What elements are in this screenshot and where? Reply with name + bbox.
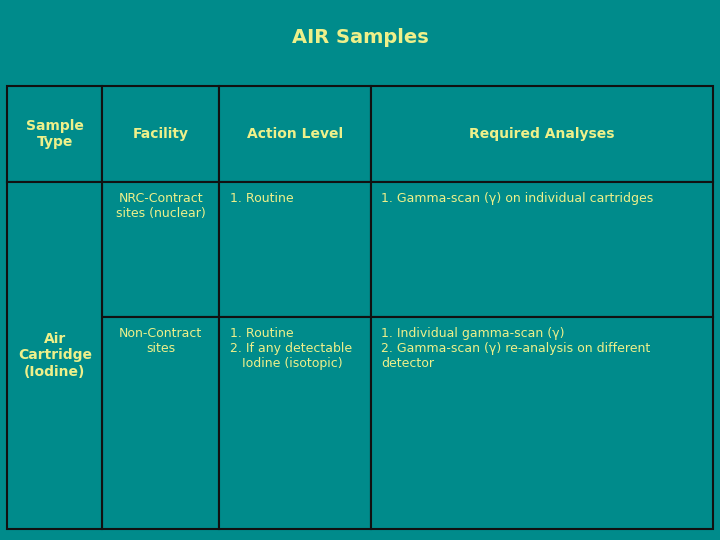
Text: Sample
Type: Sample Type <box>26 119 84 149</box>
Bar <box>7 86 102 181</box>
Bar <box>371 86 713 181</box>
Bar <box>371 181 713 316</box>
Text: Required Analyses: Required Analyses <box>469 127 614 141</box>
Text: NRC-Contract
sites (nuclear): NRC-Contract sites (nuclear) <box>116 192 205 220</box>
Bar <box>102 86 219 181</box>
Bar <box>102 181 219 316</box>
Text: 1. Gamma-scan (γ) on individual cartridges: 1. Gamma-scan (γ) on individual cartridg… <box>382 192 654 205</box>
Text: Air
Cartridge
(Iodine): Air Cartridge (Iodine) <box>18 332 92 379</box>
Bar <box>219 316 371 529</box>
Bar <box>219 86 371 181</box>
Text: 1. Individual gamma-scan (γ)
2. Gamma-scan (γ) re-analysis on different
detector: 1. Individual gamma-scan (γ) 2. Gamma-sc… <box>382 327 651 370</box>
Bar <box>371 316 713 529</box>
Bar <box>102 316 219 529</box>
Text: AIR Samples: AIR Samples <box>292 28 428 48</box>
Text: 1. Routine
2. If any detectable
   Iodine (isotopic): 1. Routine 2. If any detectable Iodine (… <box>230 327 352 370</box>
Text: Facility: Facility <box>132 127 189 141</box>
Text: Action Level: Action Level <box>247 127 343 141</box>
Bar <box>7 181 102 529</box>
Text: 1. Routine: 1. Routine <box>230 192 293 205</box>
Bar <box>219 181 371 316</box>
Text: Non-Contract
sites: Non-Contract sites <box>119 327 202 355</box>
